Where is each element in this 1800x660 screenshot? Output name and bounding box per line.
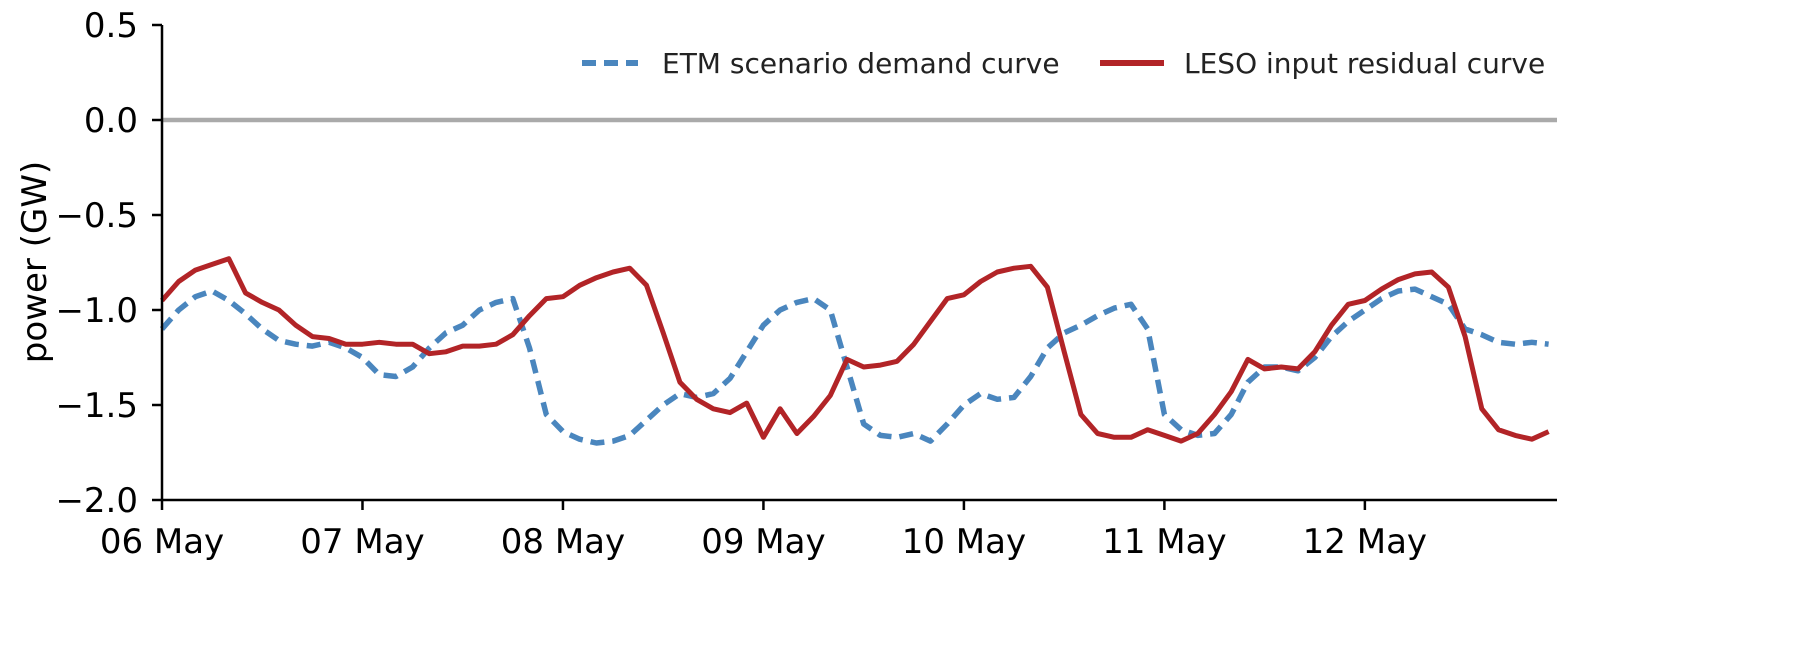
x-tick-label: 10 May bbox=[902, 522, 1026, 562]
y-tick-label: −0.5 bbox=[55, 196, 138, 236]
x-ticks: 06 May 07 May 08 May 09 May 10 May 11 May 12 M… bbox=[100, 500, 1427, 562]
y-axis-title: power (GW) bbox=[15, 161, 55, 363]
x-tick-label: 07 May bbox=[300, 522, 424, 562]
x-tick-label: 08 May bbox=[501, 522, 625, 562]
y-ticks: 0.5 0.0 −0.5 −1.0 −1.5 −2.0 bbox=[55, 6, 162, 521]
legend-label-leso: LESO input residual curve bbox=[1184, 47, 1545, 80]
axes-layer: 0.5 0.0 −0.5 −1.0 −1.5 −2.0 06 May 07 May 08 Ma… bbox=[15, 6, 1557, 562]
y-tick-label: 0.0 bbox=[84, 101, 138, 141]
x-tick-label: 06 May bbox=[100, 522, 224, 562]
y-tick-label: −2.0 bbox=[55, 481, 138, 521]
series-line-etm-demand bbox=[159, 286, 1549, 446]
y-tick-label: −1.0 bbox=[55, 291, 138, 331]
x-tick-label: 09 May bbox=[701, 522, 825, 562]
x-tick-label: 12 May bbox=[1303, 522, 1427, 562]
legend-label-etm: ETM scenario demand curve bbox=[662, 47, 1060, 80]
series-line-leso-residual bbox=[160, 256, 1550, 444]
legend: ETM scenario demand curve LESO input res… bbox=[582, 47, 1545, 80]
y-tick-label: −1.5 bbox=[55, 386, 138, 426]
series-layer bbox=[159, 256, 1550, 446]
x-tick-label: 11 May bbox=[1102, 522, 1226, 562]
y-tick-label: 0.5 bbox=[84, 6, 138, 46]
